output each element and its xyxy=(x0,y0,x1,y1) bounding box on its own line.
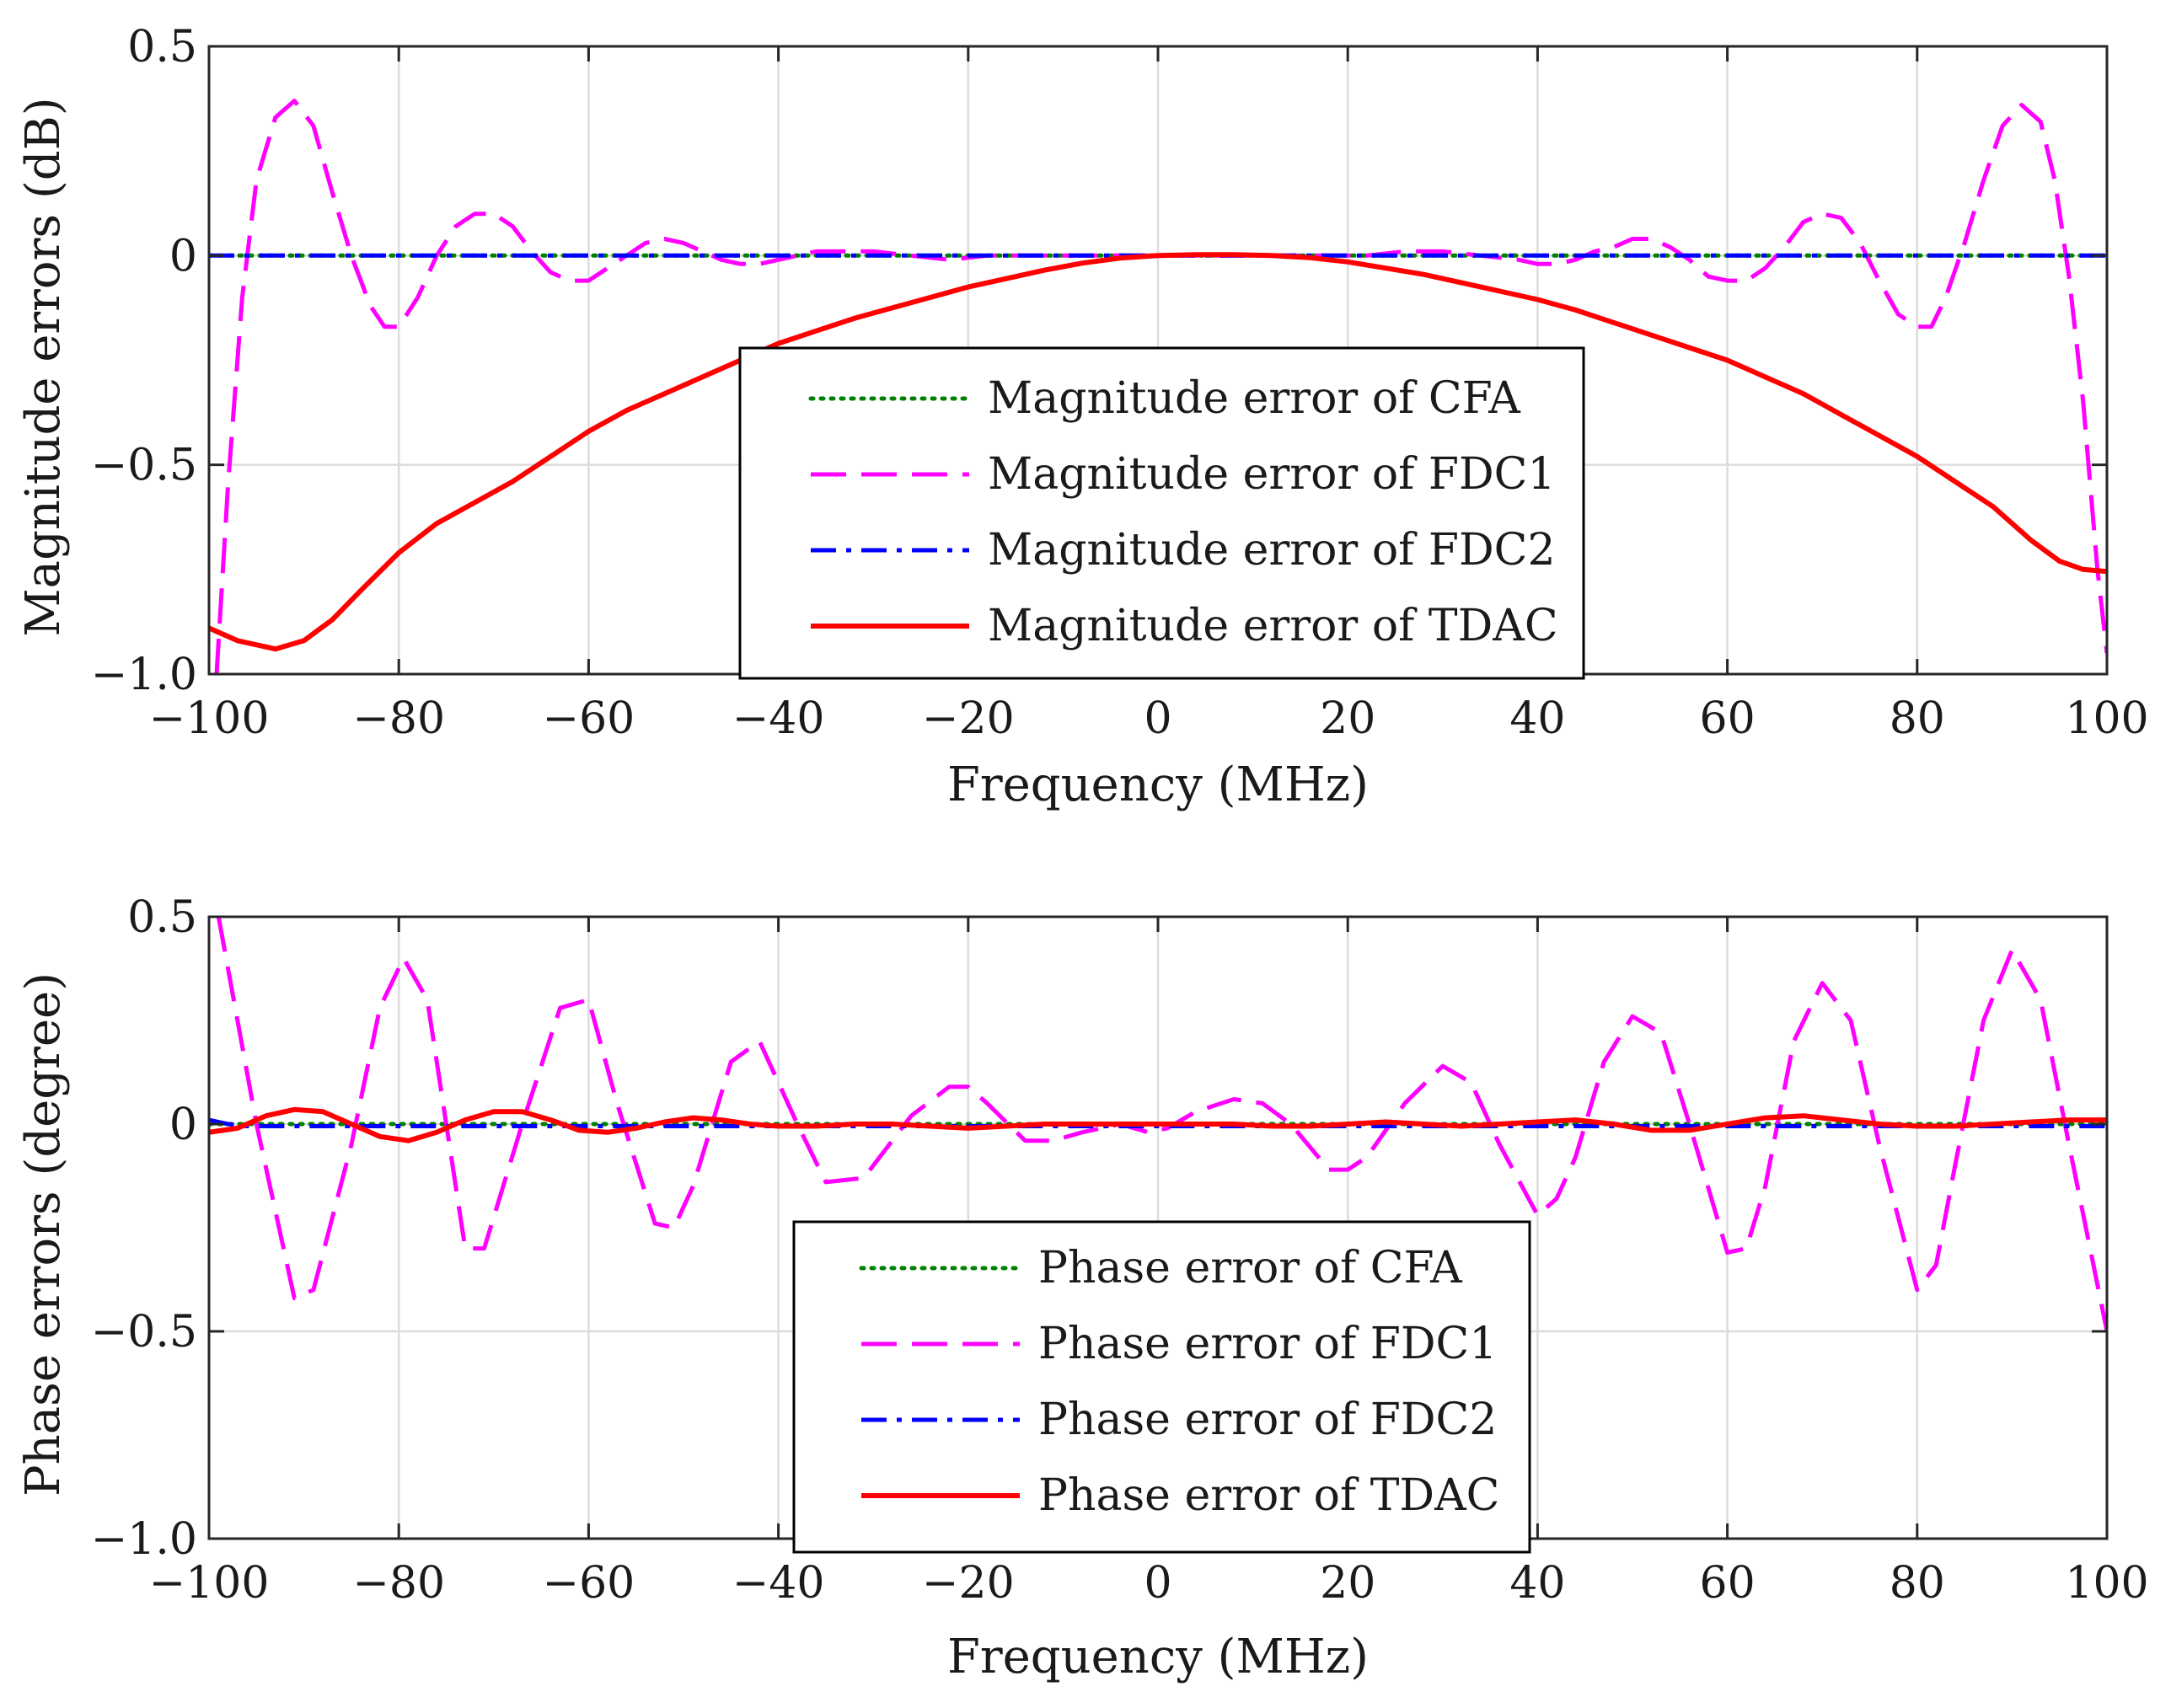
magnitude-panel: −100 −80 −60 −40 −20 0 20 40 60 80 100 −1.0 −0.5 0 0.5… xyxy=(16,22,2149,812)
phase-x-tick-label: 100 xyxy=(2065,1558,2148,1609)
magnitude-x-tick-label: −60 xyxy=(543,693,635,744)
magnitude-x-tick-label: 0 xyxy=(1144,693,1171,744)
phase-x-tick-label: 60 xyxy=(1700,1558,1756,1609)
phase-legend: Phase error of CFA Phase error of FDC1 P… xyxy=(792,1220,1531,1554)
phase-series-phase-error-of-tdac xyxy=(209,1106,2107,1143)
magnitude-legend-box xyxy=(738,346,1585,680)
magnitude-series-magnitude-error-of-tdac xyxy=(209,252,2107,652)
magnitude-y-tick-label: 0.5 xyxy=(127,22,197,72)
legend-label-magnitude-fdc1: Magnitude error of FDC1 xyxy=(988,449,1556,500)
phase-x-tick-label: −100 xyxy=(149,1558,270,1609)
magnitude-y-tick-label: −1.0 xyxy=(91,650,197,700)
phase-x-tick-label: −60 xyxy=(543,1558,635,1609)
phase-x-tick-label: 0 xyxy=(1144,1558,1171,1609)
magnitude-x-tick-label: −20 xyxy=(922,693,1015,744)
phase-series-phase-error-of-fdc1 xyxy=(216,917,2107,1332)
legend-label-phase-tdac: Phase error of TDAC xyxy=(1038,1470,1499,1521)
magnitude-x-axis-label: Frequency (MHz) xyxy=(947,758,1369,812)
legend-label-magnitude-tdac: Magnitude error of TDAC xyxy=(988,601,1558,651)
magnitude-series xyxy=(209,99,2107,674)
magnitude-x-tick-label: −100 xyxy=(149,693,270,744)
phase-x-tick-label: 20 xyxy=(1320,1558,1375,1609)
phase-y-axis-label: Phase errors (degree) xyxy=(16,972,71,1497)
magnitude-x-tick-label: −80 xyxy=(352,693,445,744)
magnitude-x-tick-label: 60 xyxy=(1700,693,1756,744)
phase-y-tick-label: 0 xyxy=(169,1100,197,1150)
phase-panel: −100 −80 −60 −40 −20 0 20 40 60 80 100 −1.0 −0.5 0 0.5… xyxy=(16,892,2149,1684)
phase-x-axis-label: Frequency (MHz) xyxy=(947,1630,1369,1684)
phase-ticks: −100 −80 −60 −40 −20 0 20 40 60 80 100 −1.0 −0.5 0 0.5 xyxy=(91,892,2149,1609)
magnitude-x-tick-label: 80 xyxy=(1890,693,1945,744)
legend-label-phase-fdc1: Phase error of FDC1 xyxy=(1038,1319,1497,1369)
magnitude-x-tick-label: −40 xyxy=(732,693,825,744)
legend-label-magnitude-fdc2: Magnitude error of FDC2 xyxy=(988,525,1556,576)
phase-series xyxy=(209,917,2107,1332)
magnitude-legend: Magnitude error of CFA Magnitude error o… xyxy=(738,346,1585,680)
legend-label-phase-fdc2: Phase error of FDC2 xyxy=(1038,1395,1497,1445)
magnitude-x-tick-label: 20 xyxy=(1320,693,1375,744)
magnitude-x-tick-label: 100 xyxy=(2065,693,2148,744)
magnitude-x-tick-label: 40 xyxy=(1509,693,1565,744)
legend-label-phase-cfa: Phase error of CFA xyxy=(1038,1243,1463,1293)
phase-x-tick-label: −40 xyxy=(732,1558,825,1609)
phase-y-tick-label: −1.0 xyxy=(91,1514,197,1565)
phase-x-tick-label: −80 xyxy=(352,1558,445,1609)
magnitude-y-tick-label: −0.5 xyxy=(91,441,197,491)
phase-y-tick-label: 0.5 xyxy=(127,892,197,943)
magnitude-y-tick-label: 0 xyxy=(169,231,197,281)
phase-y-tick-label: −0.5 xyxy=(91,1307,197,1357)
magnitude-ticks: −100 −80 −60 −40 −20 0 20 40 60 80 100 −1.0 −0.5 0 0.5 xyxy=(91,22,2149,744)
phase-x-tick-label: −20 xyxy=(922,1558,1015,1609)
phase-x-tick-label: 80 xyxy=(1890,1558,1945,1609)
magnitude-y-axis-label: Magnitude errors (dB) xyxy=(16,97,71,636)
legend-label-magnitude-cfa: Magnitude error of CFA xyxy=(988,373,1521,424)
phase-x-tick-label: 40 xyxy=(1509,1558,1565,1609)
